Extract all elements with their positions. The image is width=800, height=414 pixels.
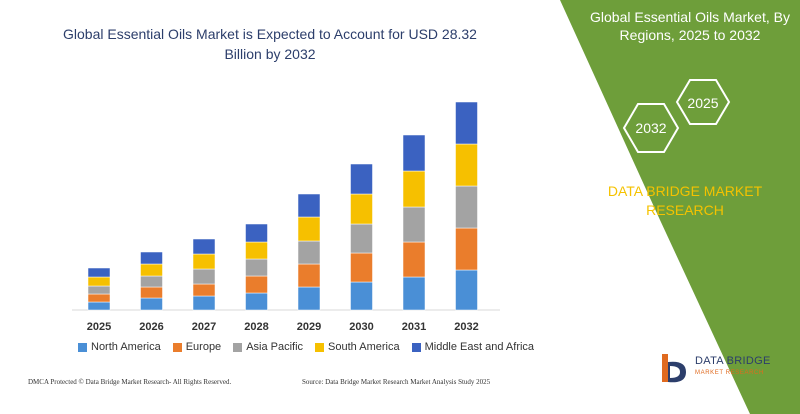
bar-2031-asia-pacific — [402, 206, 426, 243]
bar-2031-middle-east-and-africa — [402, 134, 426, 172]
legend-item-north-america: North America — [78, 341, 161, 353]
legend-swatch — [411, 342, 421, 352]
bar-2026-middle-east-and-africa — [140, 251, 163, 265]
bar-2025-asia-pacific — [87, 285, 111, 295]
green-panel — [560, 0, 800, 414]
bar-2027-europe — [192, 283, 216, 297]
bar-2028-south-america — [245, 241, 268, 260]
x-tick-2029: 2029 — [297, 321, 321, 333]
bar-2031-europe — [402, 241, 426, 278]
bars-group — [87, 101, 478, 311]
legend-item-asia-pacific: Asia Pacific — [233, 341, 303, 353]
legend-label: Europe — [185, 341, 222, 353]
bar-2032-asia-pacific — [455, 185, 478, 229]
legend-label: Middle East and Africa — [424, 341, 535, 353]
x-ticks-group: 2025 2026 2027 2028 2029 2030 2031 2032 — [87, 321, 479, 333]
bar-2027-north-america — [192, 295, 216, 311]
x-tick-2031: 2031 — [402, 321, 426, 333]
footer-source: Source: Data Bridge Market Research Mark… — [302, 378, 491, 386]
bar-2029-north-america — [297, 286, 321, 311]
panel-title: Global Essential Oils Market, By Regions… — [590, 9, 790, 43]
legend-item-middle-east-and-africa: Middle East and Africa — [411, 341, 535, 353]
legend: North America Europe Asia Pacific South Ame… — [78, 341, 534, 353]
panel-brand: DATA BRIDGE MARKET RESEARCH — [607, 183, 763, 218]
legend-label: Asia Pacific — [246, 341, 304, 353]
bar-2026-north-america — [140, 297, 163, 311]
x-tick-2032: 2032 — [454, 321, 478, 333]
bar-2031-south-america — [402, 170, 426, 208]
legend-label: South America — [328, 341, 400, 353]
legend-swatch — [172, 342, 182, 352]
x-tick-2027: 2027 — [192, 321, 216, 333]
bar-2029-middle-east-and-africa — [297, 193, 321, 218]
bar-2028-middle-east-and-africa — [245, 223, 268, 243]
chart-title: Global Essential Oils Market is Expected… — [63, 26, 477, 62]
bar-2025-north-america — [87, 301, 111, 311]
legend-label: North America — [91, 341, 161, 353]
bar-2029-south-america — [297, 216, 321, 242]
bar-2028-europe — [245, 275, 268, 294]
bar-2030-middle-east-and-africa — [350, 163, 373, 195]
bar-2032-south-america — [455, 143, 478, 187]
bar-2029-asia-pacific — [297, 240, 321, 265]
bar-2030-south-america — [350, 193, 373, 225]
bar-2027-middle-east-and-africa — [192, 238, 216, 255]
legend-item-south-america: South America — [315, 341, 400, 353]
x-tick-2030: 2030 — [349, 321, 373, 333]
x-tick-2025: 2025 — [87, 321, 111, 333]
bar-2031-north-america — [402, 276, 426, 311]
bar-2029-europe — [297, 263, 321, 288]
logo-tagline: MARKET RESEARCH — [695, 370, 764, 376]
legend-item-europe: Europe — [172, 341, 222, 353]
footer-dmca: DMCA Protected © Data Bridge Market Rese… — [28, 378, 232, 386]
x-tick-2026: 2026 — [139, 321, 163, 333]
bar-2028-asia-pacific — [245, 258, 268, 277]
hexagon-2032-icon — [622, 103, 680, 153]
bar-2032-middle-east-and-africa — [455, 101, 478, 145]
bar-2025-europe — [87, 293, 111, 303]
bar-2026-europe — [140, 286, 163, 299]
bar-2025-south-america — [87, 276, 111, 287]
bar-2026-asia-pacific — [140, 275, 163, 288]
bar-2032-north-america — [455, 269, 478, 311]
bar-2027-asia-pacific — [192, 268, 216, 285]
hex-label-2025: 2025 — [687, 95, 719, 111]
legend-swatch — [78, 342, 87, 352]
hexagon-2025-icon — [675, 79, 731, 125]
bar-2030-asia-pacific — [350, 223, 373, 254]
legend-swatch — [233, 342, 243, 352]
legend-swatch — [315, 342, 325, 352]
hex-label-2032: 2032 — [635, 120, 667, 136]
bar-2025-middle-east-and-africa — [87, 267, 111, 278]
bar-2027-south-america — [192, 253, 216, 270]
bar-2026-south-america — [140, 263, 163, 277]
bar-2030-europe — [350, 252, 373, 283]
bar-2028-north-america — [245, 292, 268, 311]
bar-2030-north-america — [350, 281, 373, 311]
logo-name: DATA BRIDGE — [695, 355, 771, 367]
x-tick-2028: 2028 — [244, 321, 268, 333]
data-bridge-logo-icon — [662, 354, 686, 383]
bar-2032-europe — [455, 227, 478, 271]
